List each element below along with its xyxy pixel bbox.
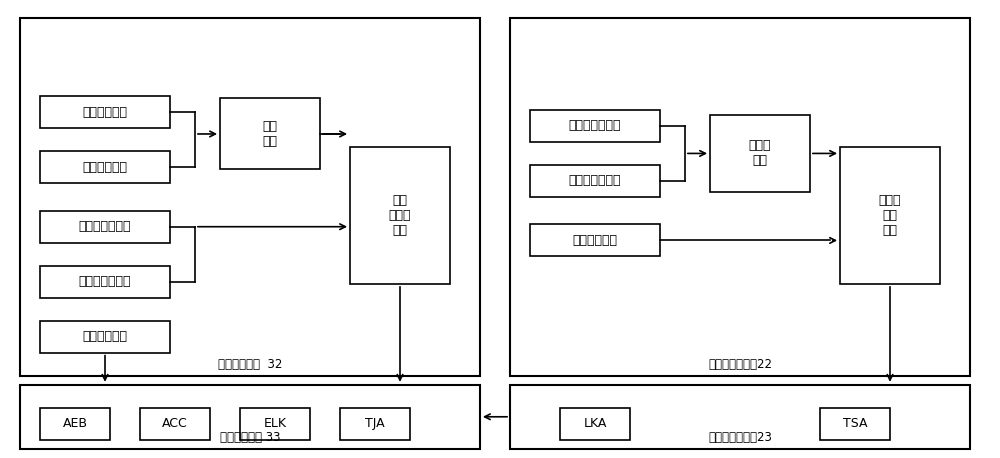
FancyBboxPatch shape [40,211,170,243]
Text: AEB: AEB [63,417,88,430]
FancyBboxPatch shape [40,151,170,183]
FancyBboxPatch shape [350,147,450,284]
Text: 路侧摄像头目标: 路侧摄像头目标 [569,174,621,187]
Text: 雷达融合模块  32: 雷达融合模块 32 [218,358,282,371]
FancyBboxPatch shape [340,408,410,440]
Text: TJA: TJA [365,417,385,430]
FancyBboxPatch shape [510,18,970,376]
FancyBboxPatch shape [220,98,320,169]
Text: 车载雷达目标: 车载雷达目标 [83,106,128,119]
Text: 路侧雷达目标: 路侧雷达目标 [83,161,128,174]
Text: 雷达
摄像头
融合: 雷达 摄像头 融合 [389,194,411,237]
FancyBboxPatch shape [840,147,940,284]
Text: 车载摄像头目标: 车载摄像头目标 [79,220,131,233]
Text: 摄像头功能模块23: 摄像头功能模块23 [708,431,772,444]
FancyBboxPatch shape [530,224,660,256]
FancyBboxPatch shape [140,408,210,440]
FancyBboxPatch shape [530,110,660,142]
FancyBboxPatch shape [530,165,660,197]
Text: ELK: ELK [264,417,287,430]
Text: 雷达功能模块 33: 雷达功能模块 33 [220,431,280,444]
FancyBboxPatch shape [40,321,170,353]
FancyBboxPatch shape [240,408,310,440]
Text: 摄像头
融合: 摄像头 融合 [749,139,771,168]
FancyBboxPatch shape [560,408,630,440]
FancyBboxPatch shape [510,385,970,449]
FancyBboxPatch shape [40,408,110,440]
Text: 摄像头
地图
融合: 摄像头 地图 融合 [879,194,901,237]
Text: ACC: ACC [162,417,188,430]
Text: LKA: LKA [583,417,607,430]
Text: 雷达
融合: 雷达 融合 [262,120,278,148]
FancyBboxPatch shape [40,96,170,128]
Text: 摄像头融合模块22: 摄像头融合模块22 [708,358,772,371]
Text: 路侧地图信息: 路侧地图信息 [83,330,128,343]
Text: 路侧地图信息: 路侧地图信息 [572,234,618,247]
Text: 路侧摄像头目标: 路侧摄像头目标 [79,275,131,288]
Text: TSA: TSA [843,417,867,430]
Text: 车载摄像头目标: 车载摄像头目标 [569,120,621,132]
FancyBboxPatch shape [20,18,480,376]
FancyBboxPatch shape [40,266,170,298]
FancyBboxPatch shape [820,408,890,440]
FancyBboxPatch shape [710,114,810,192]
FancyBboxPatch shape [20,385,480,449]
